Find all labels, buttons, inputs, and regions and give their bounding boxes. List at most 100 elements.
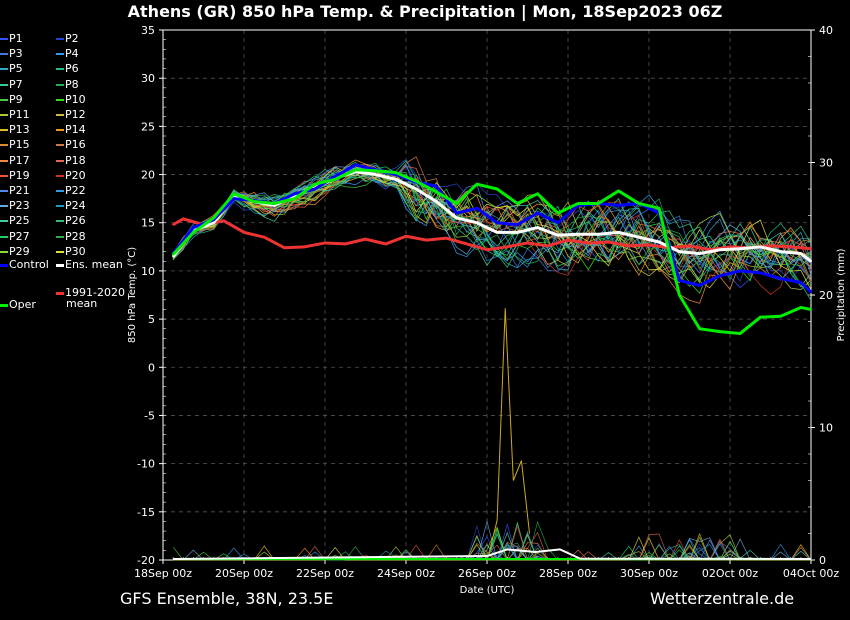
ensemble-member-line: [172, 164, 812, 274]
legend-label: 1991-2020: [65, 286, 125, 299]
legend-entry: P10: [56, 93, 86, 107]
series-point: [475, 221, 478, 224]
legend-swatch: [0, 159, 8, 162]
series-point: [698, 252, 701, 255]
legend-entry: Control: [0, 258, 49, 272]
y-tick-label: -10: [137, 458, 155, 471]
series-point: [556, 221, 559, 224]
series-point: [172, 255, 175, 258]
series-point: [556, 234, 559, 237]
series-point: [779, 315, 782, 318]
series-point: [607, 241, 610, 243]
legend-swatch: [56, 38, 64, 40]
legend-label: P22: [65, 184, 86, 197]
series-point: [597, 202, 600, 205]
legend-label: P12: [65, 108, 86, 121]
series-point: [779, 250, 782, 253]
legend-label: P3: [9, 47, 23, 61]
series-point: [172, 223, 175, 226]
series-point: [232, 197, 235, 200]
legend-swatch: [56, 220, 64, 223]
legend-label: Ens. mean: [65, 258, 123, 271]
series-point: [718, 248, 721, 251]
legend-swatch: [0, 205, 8, 208]
series-point: [516, 231, 519, 234]
series-point: [759, 245, 762, 248]
series-point: [587, 241, 590, 244]
series-point: [435, 185, 438, 188]
series-point: [556, 212, 559, 215]
x-tick-label: 22Sep 00z: [296, 567, 354, 580]
legend-label: P9: [9, 92, 23, 106]
series-point: [698, 327, 701, 330]
series-point: [384, 242, 387, 245]
legend-swatch: [56, 53, 64, 56]
series-point: [637, 202, 640, 205]
y-tick-label: 25: [141, 120, 155, 133]
series-point: [394, 178, 397, 181]
legend-label: P30: [65, 244, 86, 258]
series-point: [192, 231, 195, 234]
legend-entry: P22: [56, 184, 86, 198]
ensemble-member-line: [172, 165, 812, 281]
legend-label: P7: [9, 77, 23, 91]
legend-label: P17: [9, 153, 30, 167]
series-point: [799, 281, 802, 284]
series-point: [172, 253, 175, 256]
legend-swatch: [56, 144, 64, 147]
legend-label: P14: [65, 123, 86, 137]
series-point: [374, 173, 377, 176]
legend-label: P27: [9, 229, 30, 243]
legend-swatch: [56, 83, 64, 86]
legend-entry: P14: [56, 123, 86, 137]
series-point: [739, 247, 742, 250]
legend-label: P5: [9, 62, 23, 76]
legend-label: P10: [65, 92, 86, 106]
series-point: [739, 269, 742, 272]
footer-model-label: GFS Ensemble, 38N, 23.5E: [120, 589, 334, 608]
legend-entry: P26: [56, 214, 86, 228]
series-point: [283, 246, 286, 249]
legend-entry: P28: [56, 230, 86, 244]
series-point: [435, 190, 438, 193]
series-point: [182, 217, 185, 220]
series-point: [779, 277, 782, 280]
series-point: [658, 207, 661, 210]
x-axis-label: Date (UTC): [460, 585, 515, 596]
legend-label: P28: [65, 229, 86, 243]
series-point: [718, 330, 721, 333]
series-point: [334, 178, 337, 181]
legend-swatch: [56, 114, 64, 116]
series-point: [759, 271, 762, 274]
legend-swatch: [0, 38, 8, 40]
y-tick-label: -15: [137, 506, 155, 519]
y2-tick-label: 10: [819, 422, 833, 435]
footer-site-label: Wetterzentrale.de: [650, 589, 795, 608]
legend-swatch: [0, 83, 8, 86]
legend-label: P15: [9, 138, 30, 152]
legend-label: P8: [65, 77, 79, 91]
series-point: [374, 169, 377, 172]
series-point: [678, 250, 681, 253]
series-point: [516, 202, 519, 205]
legend-entry: P16: [56, 138, 86, 152]
y-tick-label: 30: [141, 72, 155, 85]
ensemble-member-line: [172, 171, 812, 288]
legend-label: P20: [65, 168, 86, 182]
legend-swatch: [0, 235, 8, 238]
legend-label: P24: [65, 199, 86, 213]
legend-swatch: [0, 129, 8, 132]
series-point: [597, 233, 600, 236]
legend-label: P6: [65, 62, 79, 76]
series-point: [496, 188, 499, 190]
legend-label: P4: [65, 47, 79, 61]
legend-entry: P13: [0, 123, 30, 137]
series-point: [577, 202, 580, 205]
legend-entry: P23: [0, 199, 30, 213]
series-point: [729, 245, 731, 248]
legend-entry: P12: [56, 108, 86, 122]
legend-swatch: [56, 129, 64, 132]
series-point: [516, 223, 519, 226]
legend-swatch: [0, 144, 8, 147]
legend-entry: P6: [56, 62, 79, 76]
